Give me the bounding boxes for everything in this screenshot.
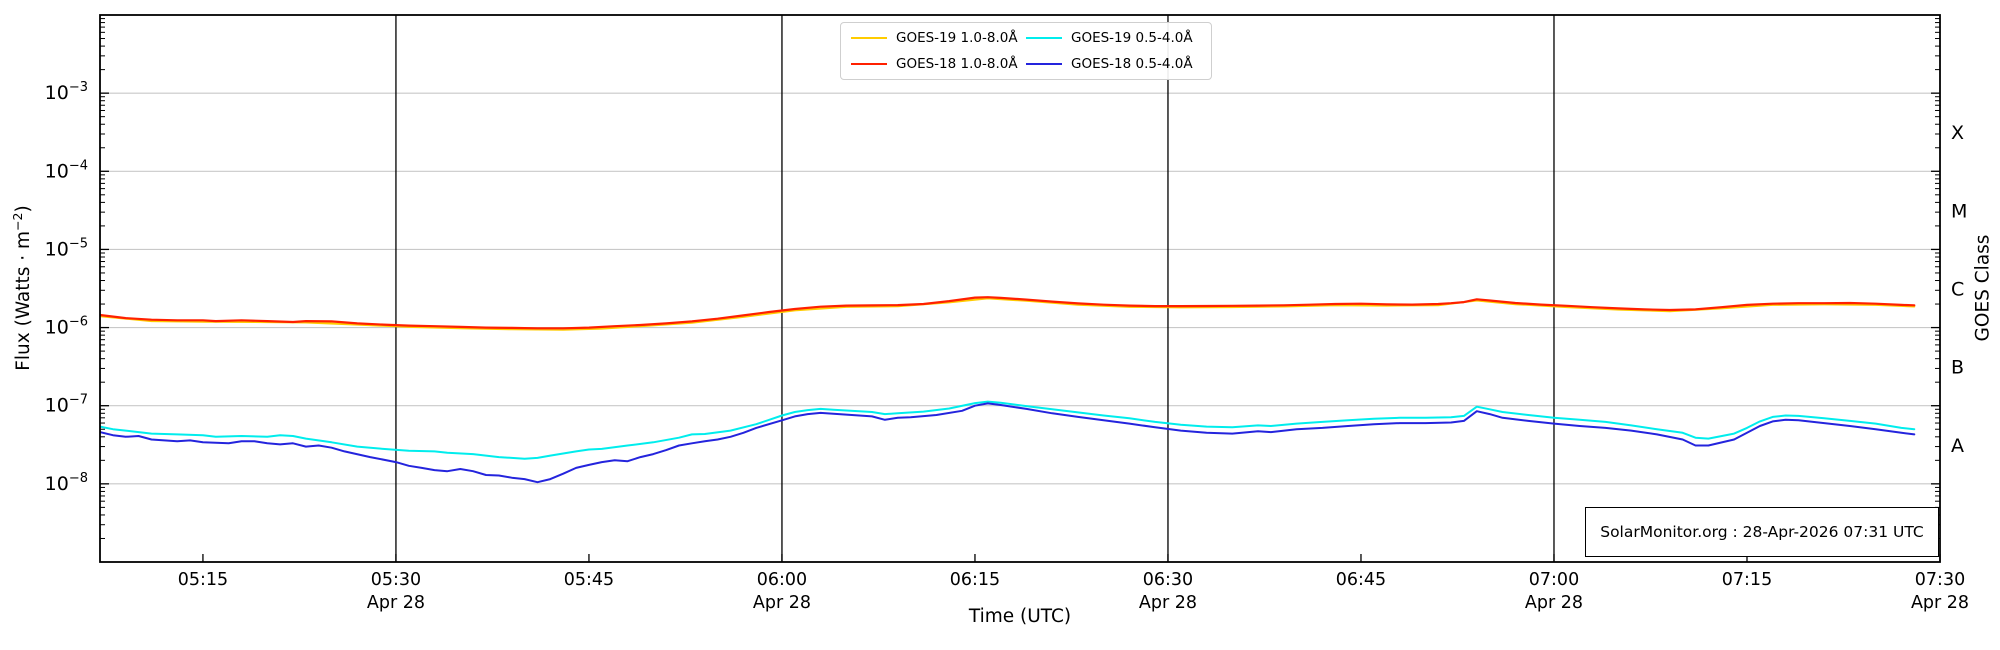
x-tick-label: 06:15 [950, 570, 1000, 590]
y-tick-label: 10−8 [45, 471, 88, 495]
legend-swatch-red-line [851, 63, 887, 65]
legend: GOES-19 1.0-8.0Å GOES-18 1.0-8.0Å GOES-1… [840, 22, 1212, 80]
x-axis-label-time: Time (UTC) [968, 606, 1072, 627]
x-tick-day-label: Apr 28 [1139, 593, 1197, 613]
legend-label: GOES-18 1.0-8.0Å [896, 56, 1018, 72]
y-tick-label: 10−7 [45, 393, 88, 417]
x-tick-day-label: Apr 28 [753, 593, 811, 613]
x-tick-label: 07:15 [1722, 570, 1772, 590]
legend-label: GOES-18 0.5-4.0Å [1071, 56, 1193, 72]
legend-swatch-cyan-line [1026, 37, 1062, 39]
x-tick-label: 06:45 [1336, 570, 1386, 590]
y-axis-label-flux-close: ) [13, 205, 35, 213]
flux-curve-goes-18-1-0-8-0- [100, 296, 1916, 330]
goes-class-letter-b: B [1951, 357, 1964, 379]
flux-curve-goes-19-1-0-8-0- [100, 297, 1916, 331]
x-tick-day-label: Apr 28 [1525, 593, 1583, 613]
legend-label: GOES-19 0.5-4.0Å [1071, 30, 1193, 46]
y-tick-label: 10−5 [45, 236, 88, 260]
x-tick-label: 05:45 [564, 570, 614, 590]
x-tick-day-label: Apr 28 [367, 593, 425, 613]
x-tick-label: 05:30 [371, 570, 421, 590]
goes-class-letter-c: C [1951, 279, 1964, 301]
y-axis-label-flux: Flux (Watts · m−2) [10, 205, 34, 370]
plot-border [99, 14, 1941, 563]
solarmonitor-timestamp-text: SolarMonitor.org : 28-Apr-2026 07:31 UTC [1600, 523, 1924, 541]
solarmonitor-timestamp-box: SolarMonitor.org : 28-Apr-2026 07:31 UTC [1585, 507, 1939, 557]
legend-swatch-yellow-line [851, 37, 887, 39]
legend-entry-goes19-short: GOES-19 0.5-4.0Å [1026, 30, 1201, 46]
y-axis-label-flux-text: Flux (Watts · m [13, 230, 35, 371]
y-tick-label: 10−4 [45, 158, 88, 182]
goes-class-letter-a: A [1951, 435, 1964, 457]
flux-curve-goes-18-0-5-4-0- [100, 402, 1916, 484]
x-tick-label: 05:15 [178, 570, 228, 590]
y-axis-label-flux-exponent: −2 [9, 212, 25, 231]
x-tick-label: 07:30 [1915, 570, 1965, 590]
goes-class-letter-m: M [1951, 200, 1967, 222]
y-tick-label: 10−3 [45, 80, 88, 104]
x-tick-label: 06:00 [757, 570, 807, 590]
flux-curve-goes-19-0-5-4-0- [100, 400, 1916, 460]
legend-swatch-blue-line [1026, 63, 1062, 65]
x-tick-label: 06:30 [1143, 570, 1193, 590]
x-tick-label: 07:00 [1529, 570, 1579, 590]
x-tick-day-label: Apr 28 [1911, 593, 1969, 613]
legend-entry-goes18-short: GOES-18 0.5-4.0Å [1026, 56, 1201, 72]
legend-entry-goes19-long: GOES-19 1.0-8.0Å [851, 30, 1026, 46]
goes-class-letter-x: X [1951, 122, 1964, 144]
y-tick-label: 10−6 [45, 315, 88, 339]
legend-entry-goes18-long: GOES-18 1.0-8.0Å [851, 56, 1026, 72]
y-axis-label-goes-class: GOES Class [1972, 234, 1994, 342]
legend-label: GOES-19 1.0-8.0Å [896, 30, 1018, 46]
